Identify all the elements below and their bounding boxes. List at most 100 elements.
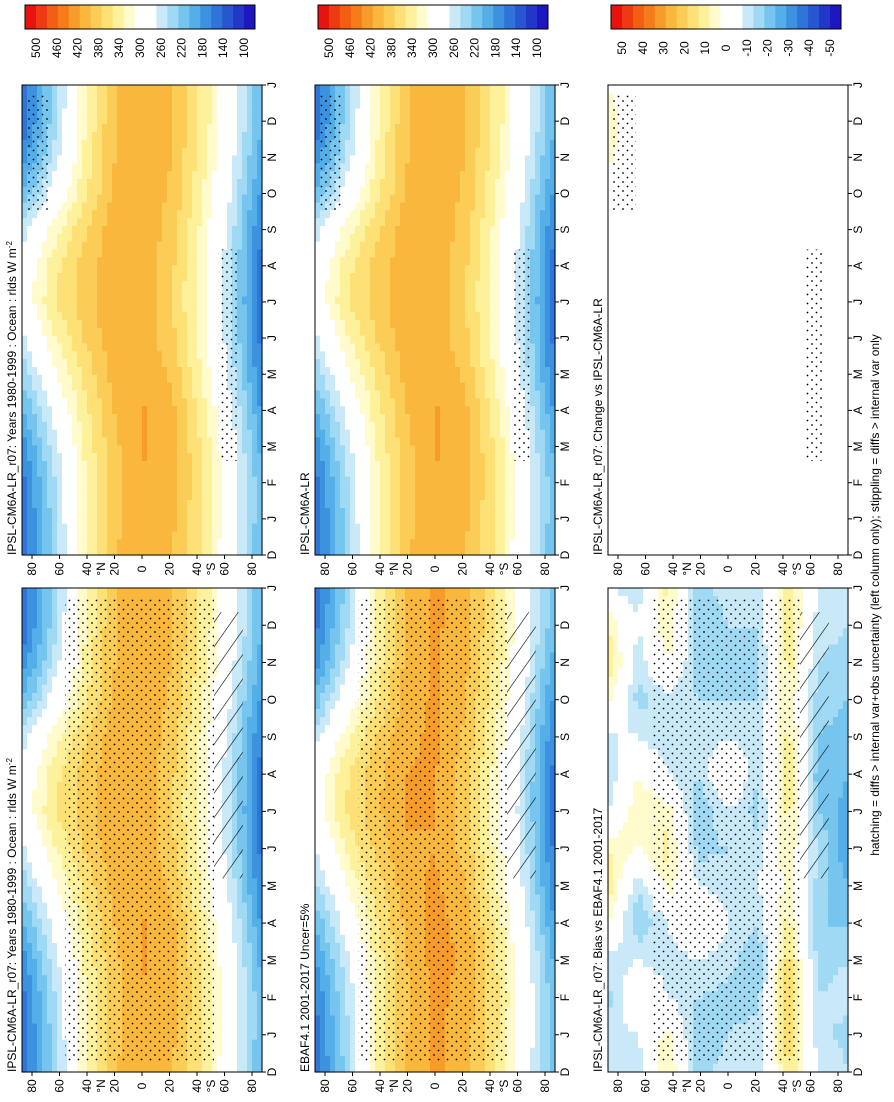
- heatmap-cell: [167, 453, 173, 462]
- heatmap-cell: [62, 147, 68, 157]
- heatmap-cell: [167, 374, 173, 384]
- heatmap-cell: [117, 351, 123, 360]
- heatmap-cell: [37, 382, 43, 392]
- heatmap-cell: [22, 878, 28, 888]
- heatmap-cell: [112, 218, 118, 227]
- heatmap-cell: [122, 273, 128, 282]
- heatmap-cell: [247, 132, 253, 141]
- heatmap-cell: [97, 296, 103, 305]
- heatmap-cell: [52, 233, 58, 243]
- heatmap-cell: [42, 918, 48, 928]
- heatmap-cell: [37, 351, 43, 360]
- heatmap-cell: [52, 531, 58, 540]
- heatmap-cell: [47, 398, 53, 407]
- heatmap-cell: [162, 257, 168, 266]
- heatmap-cell: [27, 854, 33, 863]
- heatmap-cell: [77, 406, 83, 415]
- heatmap-cell: [57, 414, 63, 423]
- heatmap-cell: [112, 249, 118, 258]
- heatmap-cell: [242, 179, 248, 188]
- lat-tick-label: 20: [163, 562, 177, 576]
- heatmap-cell: [237, 508, 243, 517]
- heatmap-cell: [142, 461, 148, 470]
- heatmap-cell: [42, 461, 48, 470]
- heatmap-cell: [227, 179, 233, 188]
- heatmap-cell: [242, 265, 248, 274]
- heatmap-cell: [142, 139, 148, 149]
- heatmap-cell: [52, 92, 58, 102]
- heatmap-cell: [127, 226, 133, 235]
- heatmap-cell: [192, 202, 198, 211]
- month-tick-label: M: [265, 369, 279, 379]
- heatmap-cell: [172, 343, 178, 352]
- heatmap-cell: [117, 429, 123, 439]
- heatmap-cell: [157, 132, 163, 141]
- heatmap-cell: [77, 85, 83, 94]
- heatmap-cell: [137, 163, 143, 172]
- heatmap-cell: [252, 445, 258, 454]
- heatmap-cell: [102, 343, 108, 352]
- heatmap-cell: [57, 100, 63, 110]
- heatmap-cell: [32, 233, 38, 243]
- heatmap-cell: [167, 531, 173, 540]
- heatmap-cell: [227, 492, 233, 501]
- heatmap-cell: [122, 335, 128, 345]
- heatmap-cell: [197, 367, 203, 376]
- heatmap-cell: [237, 461, 243, 470]
- heatmap-cell: [87, 523, 93, 533]
- heatmap-cell: [102, 390, 108, 399]
- heatmap-cell: [237, 288, 243, 298]
- heatmap-cell: [117, 437, 123, 446]
- heatmap-cell: [212, 265, 218, 274]
- heatmap-cell: [222, 108, 228, 117]
- heatmap-cell: [197, 147, 203, 157]
- heatmap-cell: [42, 476, 48, 486]
- heatmap-cell: [57, 171, 63, 180]
- heatmap-cell: [212, 374, 218, 384]
- heatmap-cell: [112, 179, 118, 188]
- heatmap-cell: [77, 492, 83, 501]
- heatmap-cell: [22, 684, 28, 694]
- heatmap-cell: [237, 218, 243, 227]
- heatmap-cell: [92, 163, 98, 172]
- heatmap-cell: [257, 374, 263, 384]
- heatmap-cell: [227, 461, 233, 470]
- heatmap-cell: [52, 910, 58, 920]
- heatmap-cell: [187, 116, 193, 125]
- heatmap-cell: [212, 476, 218, 486]
- heatmap-cell: [42, 854, 48, 863]
- heatmap-cell: [247, 359, 253, 368]
- heatmap-cell: [62, 523, 68, 533]
- heatmap-cell: [147, 280, 153, 290]
- heatmap-cell: [52, 999, 58, 1009]
- heatmap-cell: [217, 233, 223, 243]
- heatmap-cell: [117, 492, 123, 501]
- heatmap-cell: [147, 1063, 153, 1073]
- heatmap-cell: [97, 320, 103, 329]
- heatmap-cell: [112, 241, 118, 251]
- heatmap-cell: [87, 547, 93, 556]
- heatmap-cell: [57, 660, 63, 670]
- heatmap-cell: [182, 539, 188, 548]
- heatmap-cell: [202, 515, 208, 525]
- heatmap-cell: [182, 343, 188, 352]
- heatmap-cell: [212, 312, 218, 321]
- colorbar-swatch: [145, 5, 157, 29]
- heatmap-cell: [257, 194, 263, 204]
- heatmap-cell: [212, 296, 218, 305]
- heatmap-cell: [57, 838, 63, 847]
- heatmap-cell: [132, 124, 138, 133]
- heatmap-cell: [97, 233, 103, 243]
- heatmap-cell: [157, 382, 163, 392]
- heatmap-cell: [32, 773, 38, 783]
- heatmap-cell: [152, 233, 158, 243]
- heatmap-cell: [62, 343, 68, 352]
- heatmap-cell: [97, 124, 103, 133]
- heatmap-cell: [232, 476, 238, 486]
- heatmap-cell: [112, 273, 118, 282]
- heatmap-cell: [112, 124, 118, 133]
- heatmap-cell: [182, 163, 188, 172]
- heatmap-cell: [202, 476, 208, 486]
- heatmap-cell: [67, 288, 73, 298]
- heatmap-cell: [52, 468, 58, 478]
